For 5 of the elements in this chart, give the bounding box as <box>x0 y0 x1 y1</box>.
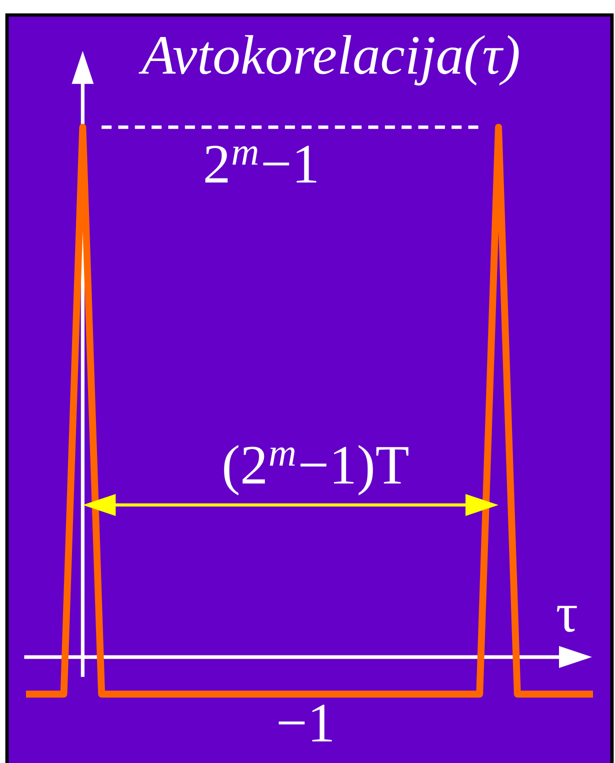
y-axis-title: Avtokorelacija(τ) <box>138 35 519 86</box>
text: −1 <box>278 704 332 742</box>
annotation: (2$^{m}$−1)T <box>224 444 408 496</box>
x-axis-title: τ <box>556 606 577 632</box>
ref-line-label: 2$^{m}$−1 <box>205 146 316 182</box>
